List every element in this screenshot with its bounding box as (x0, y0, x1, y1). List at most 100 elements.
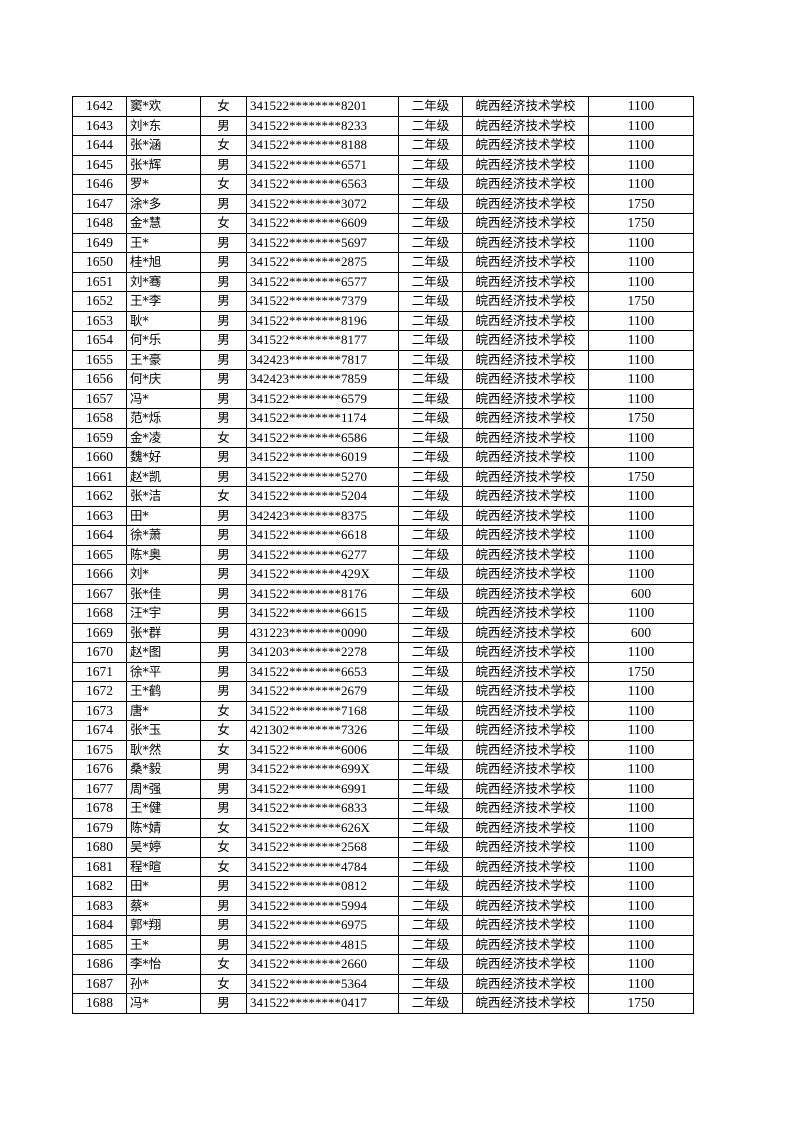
gender-cell: 男 (200, 759, 247, 780)
student-name-cell: 桂*旭 (126, 252, 201, 273)
table-row: 1686 李*怡女 341522********2660 二年级 皖西经济技术学校 110… (72, 954, 694, 975)
school-name-cell: 皖西经济技术学校 (462, 661, 589, 682)
student-name-cell: 何*庆 (126, 369, 201, 390)
school-name-cell: 皖西经济技术学校 (462, 622, 589, 643)
id-number-cell: 341522********8188 (246, 135, 399, 156)
id-number-cell: 341522********5204 (246, 486, 399, 507)
subsidy-amount-cell: 1100 (588, 232, 694, 253)
grade-cell: 二年级 (398, 193, 463, 214)
id-number-cell: 341522********6019 (246, 447, 399, 468)
row-number-cell: 1648 (72, 213, 127, 234)
subsidy-amount-cell: 1100 (588, 271, 694, 292)
gender-cell: 男 (200, 895, 247, 916)
student-name-cell: 张*涵 (126, 135, 201, 156)
row-number-cell: 1676 (72, 759, 127, 780)
table-row: 1643 刘*东男 341522********8233 二年级 皖西经济技术学校 110… (72, 115, 694, 136)
table-row: 1682 田* 男 341522********0812 二年级 皖西经济技术学校 1100 (72, 876, 694, 897)
grade-cell: 二年级 (398, 349, 463, 370)
table-row: 1650 桂*旭男 341522********2875 二年级 皖西经济技术学校 110… (72, 252, 694, 273)
student-name-cell: 王* (126, 232, 201, 253)
school-name-cell: 皖西经济技术学校 (462, 213, 589, 234)
grade-cell: 二年级 (398, 934, 463, 955)
school-name-cell: 皖西经济技术学校 (462, 174, 589, 195)
subsidy-amount-cell: 1100 (588, 174, 694, 195)
grade-cell: 二年级 (398, 720, 463, 741)
id-number-cell: 341522********699X (246, 759, 399, 780)
table-row: 1647 涂*多男 341522********3072 二年级 皖西经济技术学校 175… (72, 193, 694, 214)
grade-cell: 二年级 (398, 622, 463, 643)
student-name-cell: 张*玉 (126, 720, 201, 741)
table-row: 1654 何*乐男 341522********8177 二年级 皖西经济技术学校 110… (72, 330, 694, 351)
grade-cell: 二年级 (398, 583, 463, 604)
grade-cell: 二年级 (398, 408, 463, 429)
row-number-cell: 1663 (72, 505, 127, 526)
subsidy-amount-cell: 1100 (588, 876, 694, 897)
table-row: 1644 张*涵女 341522********8188 二年级 皖西经济技术学校 110… (72, 135, 694, 156)
gender-cell: 女 (200, 973, 247, 994)
school-name-cell: 皖西经济技术学校 (462, 681, 589, 702)
student-name-cell: 赵*凯 (126, 466, 201, 487)
grade-cell: 二年级 (398, 135, 463, 156)
student-name-cell: 张*群 (126, 622, 201, 643)
table-row: 1678 王*健男 341522********6833 二年级 皖西经济技术学校 110… (72, 798, 694, 819)
table-row: 1668 汪*宇男 341522********6615 二年级 皖西经济技术学校 110… (72, 603, 694, 624)
row-number-cell: 1683 (72, 895, 127, 916)
gender-cell: 男 (200, 876, 247, 897)
subsidy-amount-cell: 1100 (588, 642, 694, 663)
student-name-cell: 魏*好 (126, 447, 201, 468)
grade-cell: 二年级 (398, 115, 463, 136)
student-name-cell: 郭*翔 (126, 915, 201, 936)
id-number-cell: 341522********2568 (246, 837, 399, 858)
school-name-cell: 皖西经济技术学校 (462, 895, 589, 916)
school-name-cell: 皖西经济技术学校 (462, 778, 589, 799)
grade-cell: 二年级 (398, 330, 463, 351)
grade-cell: 二年级 (398, 252, 463, 273)
gender-cell: 男 (200, 447, 247, 468)
row-number-cell: 1642 (72, 96, 127, 117)
student-name-cell: 窦*欢 (126, 96, 201, 117)
row-number-cell: 1677 (72, 778, 127, 799)
row-number-cell: 1661 (72, 466, 127, 487)
school-name-cell: 皖西经济技术学校 (462, 817, 589, 838)
row-number-cell: 1652 (72, 291, 127, 312)
table-body: 1642 窦*欢女 341522********8201 二年级 皖西经济技术学校 110… (72, 96, 694, 1014)
school-name-cell: 皖西经济技术学校 (462, 447, 589, 468)
student-name-cell: 程*暄 (126, 856, 201, 877)
grade-cell: 二年级 (398, 681, 463, 702)
student-name-cell: 田* (126, 876, 201, 897)
table-row: 1680 吴*婷女 341522********2568 二年级 皖西经济技术学校 110… (72, 837, 694, 858)
grade-cell: 二年级 (398, 271, 463, 292)
row-number-cell: 1646 (72, 174, 127, 195)
grade-cell: 二年级 (398, 661, 463, 682)
school-name-cell: 皖西经济技术学校 (462, 915, 589, 936)
gender-cell: 女 (200, 427, 247, 448)
student-name-cell: 刘*骞 (126, 271, 201, 292)
gender-cell: 男 (200, 154, 247, 175)
subsidy-amount-cell: 1100 (588, 447, 694, 468)
row-number-cell: 1645 (72, 154, 127, 175)
gender-cell: 女 (200, 700, 247, 721)
id-number-cell: 341522********2660 (246, 954, 399, 975)
row-number-cell: 1649 (72, 232, 127, 253)
student-name-cell: 张*洁 (126, 486, 201, 507)
gender-cell: 男 (200, 934, 247, 955)
row-number-cell: 1655 (72, 349, 127, 370)
student-name-cell: 耿* (126, 310, 201, 331)
table-row: 1642 窦*欢女 341522********8201 二年级 皖西经济技术学校 110… (72, 96, 694, 117)
grade-cell: 二年级 (398, 837, 463, 858)
id-number-cell: 341522********5994 (246, 895, 399, 916)
row-number-cell: 1647 (72, 193, 127, 214)
grade-cell: 二年级 (398, 973, 463, 994)
row-number-cell: 1657 (72, 388, 127, 409)
subsidy-amount-cell: 1750 (588, 661, 694, 682)
table-row: 1667 张*佳男 341522********8176 二年级 皖西经济技术学校 600 (72, 583, 694, 604)
id-number-cell: 341522********5697 (246, 232, 399, 253)
gender-cell: 男 (200, 408, 247, 429)
id-number-cell: 341522********6653 (246, 661, 399, 682)
student-name-cell: 蔡* (126, 895, 201, 916)
school-name-cell: 皖西经济技术学校 (462, 603, 589, 624)
table-row: 1669 张*群男 431223********0090 二年级 皖西经济技术学校 600 (72, 622, 694, 643)
student-name-cell: 王*健 (126, 798, 201, 819)
grade-cell: 二年级 (398, 856, 463, 877)
row-number-cell: 1672 (72, 681, 127, 702)
